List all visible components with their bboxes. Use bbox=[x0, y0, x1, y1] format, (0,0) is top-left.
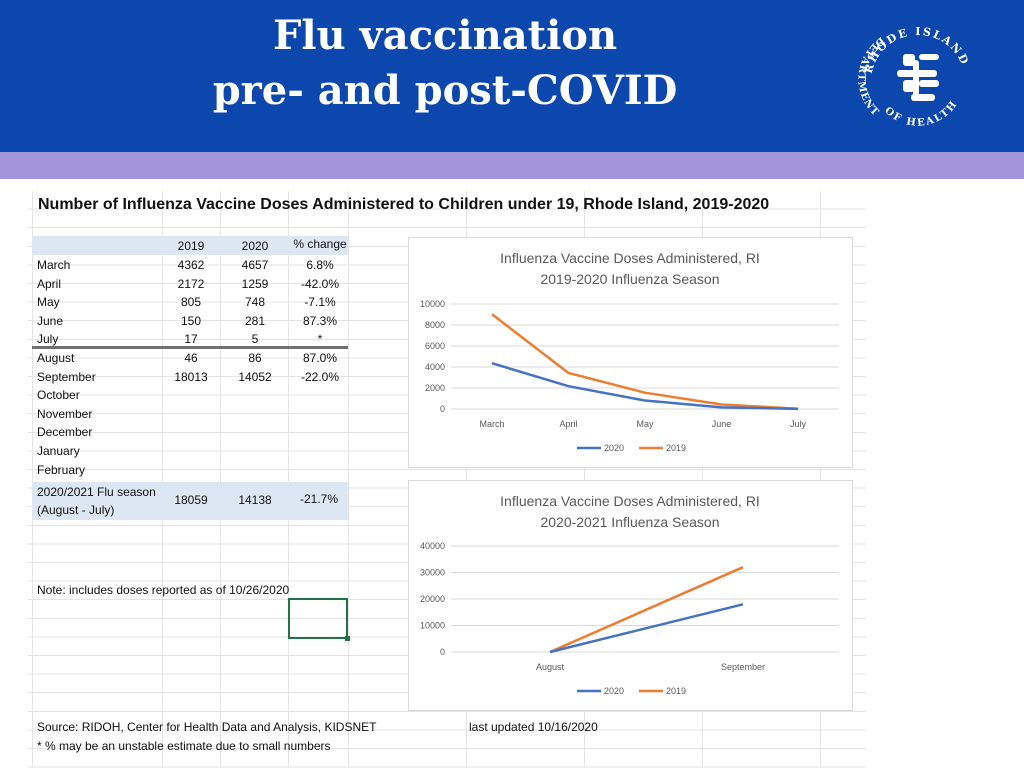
y-tick-label: 20000 bbox=[420, 594, 445, 604]
table-row-change: 87.0% bbox=[302, 351, 338, 365]
table-divider bbox=[32, 346, 348, 349]
table-row-month: November bbox=[37, 406, 93, 421]
table-row-2019: 46 bbox=[184, 351, 198, 365]
legend-label-2020: 2020 bbox=[604, 443, 624, 453]
chart-subtitle: 2019-2020 Influenza Season bbox=[540, 271, 719, 287]
season-2019-value: 18059 bbox=[174, 493, 208, 507]
table-row-month: May bbox=[37, 295, 60, 310]
table-row-month: August bbox=[37, 351, 75, 365]
season-label-line1: 2020/2021 Flu season bbox=[37, 485, 156, 499]
table-row-month: December bbox=[37, 425, 93, 440]
x-tick-label: April bbox=[559, 419, 577, 429]
y-tick-label: 0 bbox=[440, 647, 445, 657]
y-tick-label: 2000 bbox=[425, 383, 445, 393]
svg-text:OF HEALTH: OF HEALTH bbox=[882, 98, 960, 129]
column-header-2020: 2020 bbox=[241, 239, 269, 253]
table-row-2020: 4657 bbox=[241, 258, 269, 272]
table-row-2019: 18013 bbox=[174, 369, 208, 384]
chart-svg: Influenza Vaccine Doses Administered, RI… bbox=[420, 493, 839, 696]
table-row-change: * bbox=[317, 332, 323, 347]
y-tick-label: 8000 bbox=[425, 320, 445, 330]
table-row-month: October bbox=[37, 388, 80, 403]
table-row-month: June bbox=[37, 313, 64, 328]
table-row-month: March bbox=[37, 258, 71, 272]
legend-label-2019: 2019 bbox=[666, 686, 686, 696]
table-row-2019: 2172 bbox=[177, 276, 205, 291]
season-change-value: -21.7% bbox=[299, 492, 339, 506]
y-tick-label: 10000 bbox=[420, 299, 445, 309]
header-accent-band bbox=[0, 152, 1024, 179]
series-line-2020 bbox=[549, 603, 744, 654]
table-row-month: July bbox=[37, 332, 59, 347]
season-row bbox=[32, 482, 348, 520]
table-row-2020: 5 bbox=[251, 332, 259, 347]
chart-svg: Influenza Vaccine Doses Administered, RI… bbox=[420, 250, 839, 453]
y-tick-label: 4000 bbox=[425, 362, 445, 372]
table-row-month: January bbox=[37, 444, 80, 458]
table-row-2019: 4362 bbox=[177, 258, 205, 272]
x-tick-label: August bbox=[536, 662, 565, 672]
legend-label-2019: 2019 bbox=[666, 443, 686, 453]
series-line-2020 bbox=[491, 362, 799, 411]
x-tick-label: July bbox=[790, 419, 807, 429]
series-line-2019 bbox=[491, 313, 799, 411]
table-row-month: April bbox=[37, 276, 62, 291]
season-label-line2: (August - July) bbox=[37, 503, 115, 517]
x-tick-label: September bbox=[721, 662, 765, 672]
last-updated-text: last updated 10/16/2020 bbox=[469, 720, 598, 734]
y-tick-label: 6000 bbox=[425, 341, 445, 351]
footnote-text: * % may be an unstable estimate due to s… bbox=[37, 739, 331, 753]
x-tick-label: May bbox=[636, 419, 654, 429]
logo-text-bottom: OF HEALTH bbox=[882, 98, 958, 129]
table-header-background bbox=[32, 236, 348, 255]
selected-cell[interactable] bbox=[288, 598, 350, 641]
season-2020-value: 14138 bbox=[238, 493, 272, 507]
x-tick-label: March bbox=[479, 419, 504, 429]
slide-title-line2: pre- and post-COVID bbox=[212, 67, 678, 114]
chart-subtitle: 2020-2021 Influenza Season bbox=[540, 514, 719, 530]
slide-header: Flu vaccination pre- and post-COVID RHOD… bbox=[0, 0, 1024, 152]
series-line-2019 bbox=[549, 566, 744, 654]
table-row-2020: 1259 bbox=[241, 276, 269, 291]
table-row-change: 6.8% bbox=[306, 258, 334, 272]
logo-mark-icon bbox=[897, 54, 939, 101]
table-row-month: February bbox=[37, 462, 86, 477]
ridoh-logo: RHODE ISLAND DEPARTMENT OF HEALTH bbox=[855, 25, 970, 129]
fill-handle[interactable] bbox=[345, 636, 350, 641]
y-tick-label: 10000 bbox=[420, 621, 445, 631]
chart-title: Influenza Vaccine Doses Administered, RI bbox=[500, 493, 760, 509]
table-row-2019: 17 bbox=[184, 332, 198, 347]
y-tick-label: 40000 bbox=[420, 541, 445, 551]
slide-title-line1: Flu vaccination bbox=[272, 12, 618, 59]
table-row-2020: 748 bbox=[244, 295, 266, 310]
legend-label-2020: 2020 bbox=[604, 686, 624, 696]
table-row-2019: 150 bbox=[180, 313, 202, 328]
table-row-change: -42.0% bbox=[300, 276, 340, 291]
table-row-change: -7.1% bbox=[304, 295, 336, 310]
y-tick-label: 30000 bbox=[420, 568, 445, 578]
table-note: Note: includes doses reported as of 10/2… bbox=[37, 583, 290, 597]
table-row-change: -22.0% bbox=[300, 369, 340, 384]
chart-2019-2020[interactable]: Influenza Vaccine Doses Administered, RI… bbox=[408, 237, 853, 468]
column-header-2019: 2019 bbox=[177, 239, 205, 253]
chart-title: Influenza Vaccine Doses Administered, RI bbox=[500, 250, 760, 266]
table-row-2020: 281 bbox=[244, 313, 266, 328]
x-tick-label: June bbox=[712, 419, 732, 429]
table-title: Number of Influenza Vaccine Doses Admini… bbox=[38, 196, 770, 213]
chart-2020-2021[interactable]: Influenza Vaccine Doses Administered, RI… bbox=[408, 480, 853, 711]
column-header-change: % change bbox=[293, 237, 347, 251]
source-text: Source: RIDOH, Center for Health Data an… bbox=[37, 720, 377, 734]
table-row-2019: 805 bbox=[180, 295, 202, 310]
table-row-change: 87.3% bbox=[302, 313, 338, 328]
table-row-2020: 86 bbox=[248, 351, 262, 365]
y-tick-label: 0 bbox=[440, 404, 445, 414]
table-row-month: September bbox=[37, 369, 96, 384]
table-row-2020: 14052 bbox=[238, 369, 272, 384]
